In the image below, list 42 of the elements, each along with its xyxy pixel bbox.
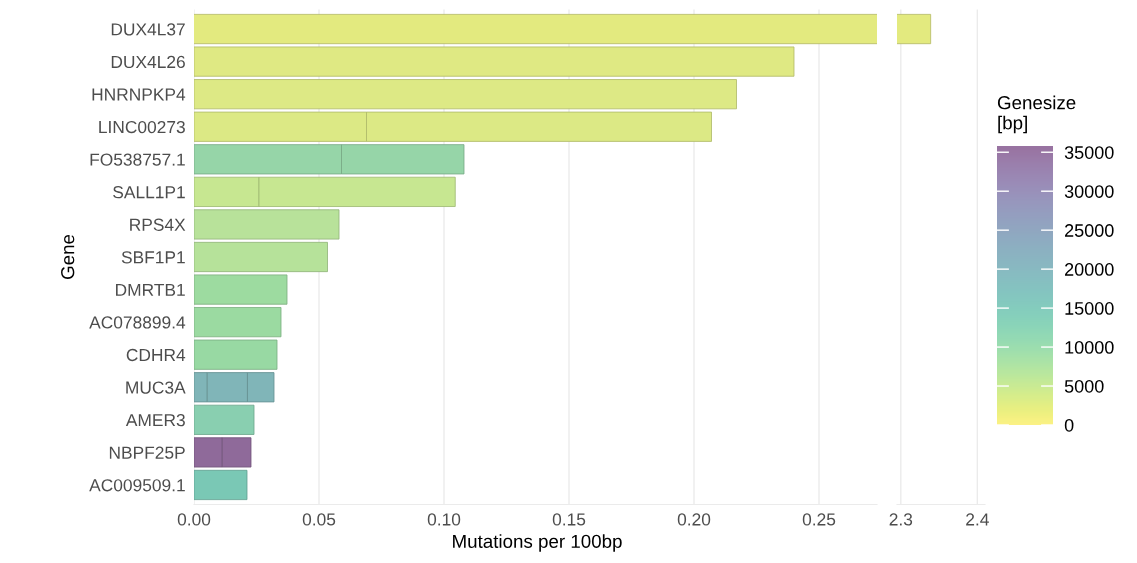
- x-tick-label: 0.20: [677, 513, 711, 526]
- y-tick-label: DUX4L37: [111, 23, 185, 36]
- y-tick-label: HNRNPKP4: [92, 88, 186, 101]
- y-tick-label: RPS4X: [130, 218, 186, 231]
- y-tick-label: DMRTB1: [116, 283, 185, 296]
- y-tick-label: LINC00273: [99, 120, 185, 134]
- color-bar-label: 0: [1064, 418, 1074, 432]
- y-tick-label: SBF1P1: [121, 251, 185, 264]
- bar: [194, 209, 340, 240]
- color-bar-label: 15000: [1065, 302, 1114, 315]
- y-tick-label: FO538757.1: [90, 153, 185, 166]
- x-tick-label: 0.25: [802, 513, 836, 526]
- y-tick-label: DUX4L26: [111, 55, 185, 69]
- bar: [194, 241, 328, 273]
- color-bar-label: 10000: [1065, 341, 1114, 354]
- bar: [194, 469, 248, 501]
- x-axis-title: Mutations per 100bp: [453, 534, 622, 552]
- color-bar-label: 20000: [1065, 263, 1114, 276]
- color-bar-label: 25000: [1065, 224, 1114, 237]
- x-tick-label: 0.00: [177, 513, 211, 526]
- y-tick-label: AMER3: [125, 414, 185, 427]
- bar: [194, 307, 282, 338]
- color-bar-label: 5000: [1064, 379, 1104, 393]
- bar: [194, 79, 737, 110]
- color-bar-label: 35000: [1064, 146, 1114, 159]
- y-tick-label: AC078899.4: [89, 316, 186, 329]
- x-tick-label: 0.10: [427, 513, 461, 526]
- color-bar-label: 30000: [1064, 185, 1114, 198]
- x-tick-label: 2.3: [889, 513, 913, 526]
- x-tick-label: 2.4: [966, 513, 989, 526]
- y-tick-label: AC009509.1: [89, 479, 185, 492]
- x-tick-label: 0.15: [552, 513, 586, 526]
- color-bar-title: Genesize [bp]: [997, 95, 1076, 134]
- y-axis-title: Gene: [61, 234, 75, 279]
- bar: [194, 404, 255, 435]
- bar: [194, 274, 288, 305]
- y-tick-label: NBPF25P: [109, 446, 185, 459]
- bar: [194, 339, 278, 370]
- x-tick-label: 0.05: [302, 513, 336, 526]
- y-tick-label: MUC3A: [126, 381, 186, 394]
- y-tick-label: CDHR4: [126, 348, 186, 362]
- y-tick-label: SALL1P1: [113, 186, 185, 199]
